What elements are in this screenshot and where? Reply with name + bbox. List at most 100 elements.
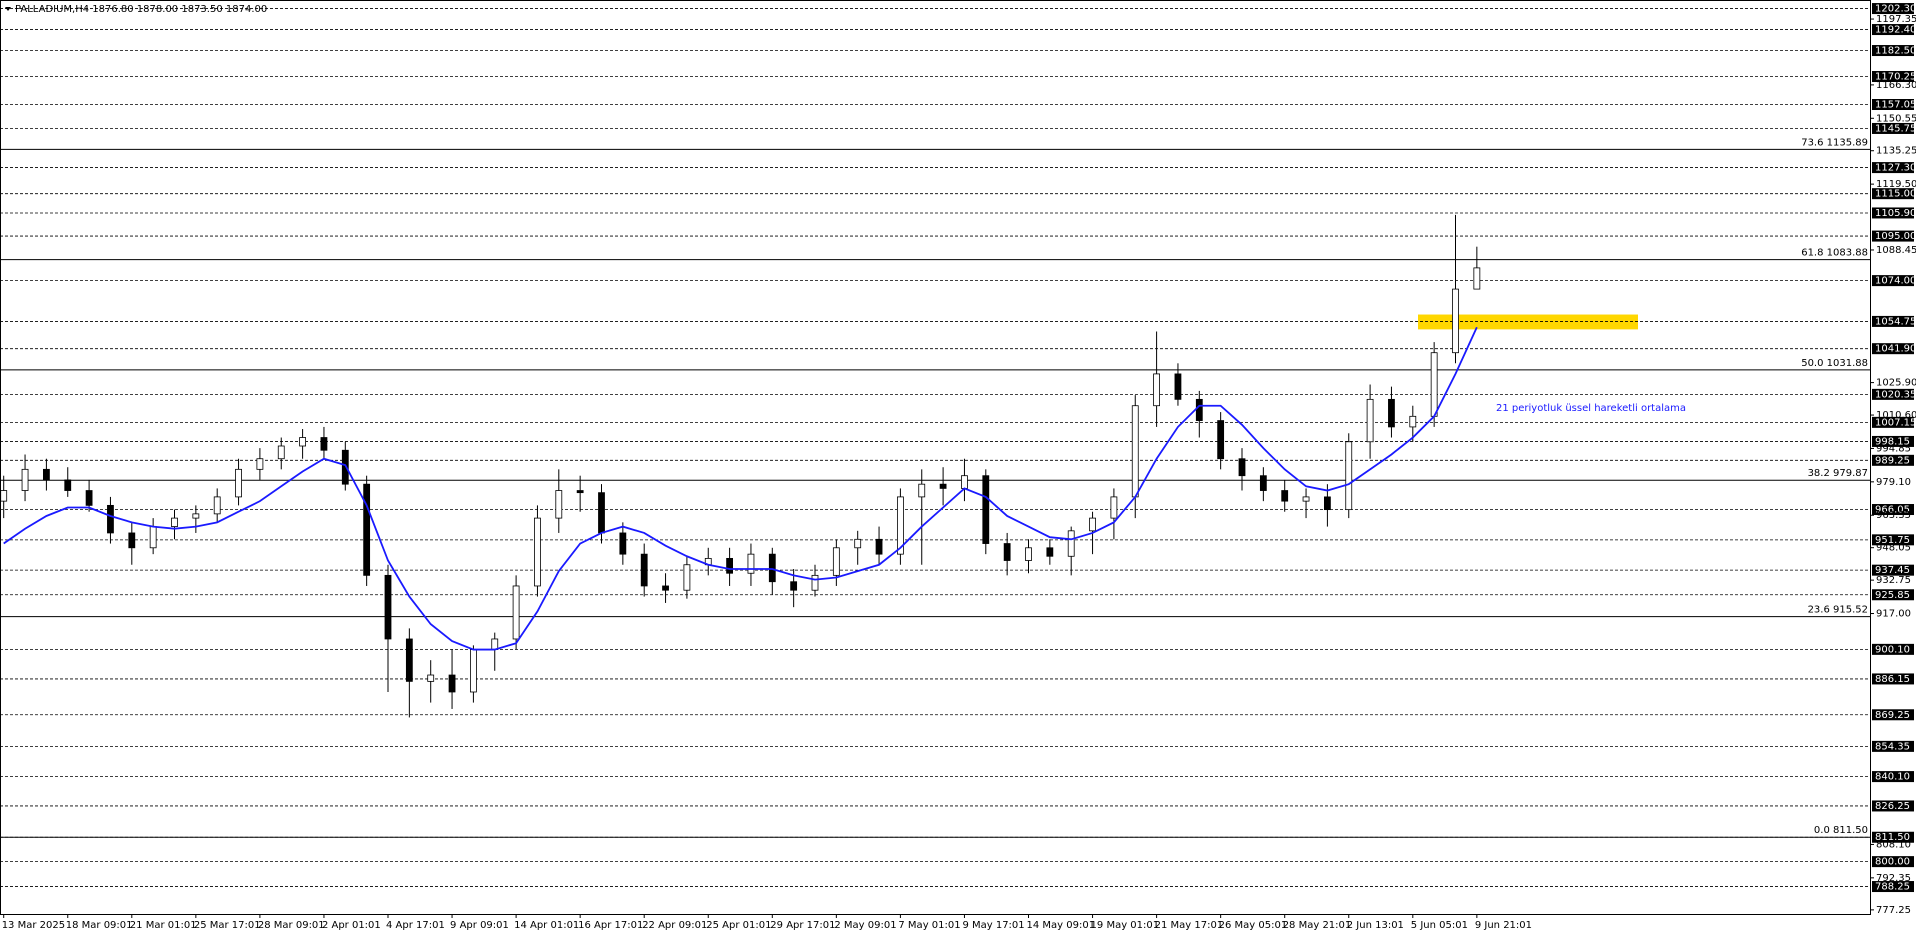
level-label-box [1872, 99, 1914, 111]
candle-body [213, 496, 221, 515]
x-tick-label: 16 Apr 17:01 [578, 920, 643, 931]
level-label: 1192.40 [1875, 25, 1916, 36]
candle-body [256, 458, 264, 470]
level-label: 937.45 [1875, 565, 1910, 576]
candle-body [405, 638, 413, 682]
fib-label: 61.8 1083.88 [1801, 248, 1868, 259]
y-tick-label: 963.35 [1876, 510, 1911, 521]
x-tick-label: 19 May 01:01 [1091, 920, 1160, 931]
level-label: 1105.90 [1875, 208, 1916, 219]
level-label: 788.25 [1875, 882, 1910, 893]
candle-body [683, 564, 691, 591]
level-label-box [1872, 122, 1914, 134]
y-tick-label: 1135.25 [1876, 146, 1916, 157]
level-label-box [1872, 24, 1914, 36]
candle-body [512, 585, 520, 640]
candle-body [811, 574, 819, 591]
y-tick-label: 948.05 [1876, 543, 1911, 554]
candle-body [149, 526, 157, 549]
fib-label: 50.0 1031.88 [1801, 358, 1868, 369]
x-tick-label: 28 May 21:01 [1283, 920, 1352, 931]
y-tick-label: 1119.50 [1876, 179, 1916, 190]
level-label-box [1872, 800, 1914, 812]
level-label: 989.25 [1875, 455, 1910, 466]
y-tick-label: 1166.30 [1876, 80, 1916, 91]
candle-body [961, 475, 968, 489]
candle-body [662, 585, 669, 591]
candle-body [85, 490, 93, 506]
y-tick-label: 1088.45 [1876, 245, 1916, 256]
level-label: 1074.00 [1875, 276, 1916, 287]
level-label-box [1872, 771, 1914, 783]
y-tick-label: 1197.35 [1876, 14, 1916, 25]
candle-body [1153, 373, 1160, 407]
candle-body [1366, 398, 1374, 443]
level-label: 1054.75 [1875, 316, 1916, 327]
level-label: 1202.30 [1875, 4, 1916, 15]
x-tick-label: 21 May 17:01 [1155, 920, 1224, 931]
y-tick-label: 808.10 [1876, 839, 1911, 850]
ema-line [3, 326, 1478, 651]
level-label-box [1872, 564, 1914, 576]
y-tick-label: 1025.90 [1876, 378, 1916, 389]
level-label-box [1872, 856, 1914, 868]
level-label: 811.50 [1875, 832, 1910, 843]
level-label-box [1872, 416, 1914, 428]
candle-body [1452, 288, 1459, 354]
fib-label: 23.6 915.52 [1808, 605, 1868, 616]
candle-body [897, 496, 904, 555]
candle-body [277, 445, 285, 460]
level-label-box [1872, 831, 1914, 843]
level-label-box [1872, 388, 1914, 400]
candle-body [576, 490, 584, 494]
candle-body [640, 553, 648, 587]
x-tick-label: 29 Apr 17:01 [770, 920, 835, 931]
candle-body [1025, 547, 1032, 561]
level-label: 951.75 [1875, 535, 1910, 546]
candle-body [448, 674, 456, 693]
candle-body [341, 449, 349, 485]
level-label: 1115.00 [1875, 189, 1916, 200]
candle-body [1195, 398, 1203, 421]
candle-body [1110, 496, 1118, 519]
x-tick-label: 9 Jun 21:01 [1475, 920, 1532, 931]
level-label: 1095.00 [1875, 231, 1916, 242]
y-tick-label: 979.10 [1876, 477, 1911, 488]
level-label-box [1872, 188, 1914, 200]
candle-body [875, 538, 883, 555]
candle-body [939, 483, 947, 489]
x-tick-label: 13 Mar 2025 [2, 920, 65, 931]
candle-body [299, 437, 307, 447]
level-label: 840.10 [1875, 772, 1910, 783]
candle-body [1067, 530, 1075, 557]
level-label: 800.00 [1875, 857, 1910, 868]
x-tick-label: 14 May 09:01 [1027, 920, 1096, 931]
level-label: 826.25 [1875, 801, 1910, 812]
candle-body [1174, 373, 1182, 400]
candle-body [1046, 547, 1054, 557]
candle-body [1345, 441, 1353, 511]
level-label-box [1872, 3, 1914, 15]
level-label-box [1872, 709, 1914, 721]
fib-label: 0.0 811.50 [1814, 825, 1868, 836]
x-tick-label: 21 Mar 01:01 [130, 920, 197, 931]
candle-body [854, 538, 862, 549]
candle-body [469, 649, 477, 693]
plot-frame [0, 0, 1871, 915]
candle-body [726, 557, 733, 574]
chart-title: PALLADIUM,H4 1876.80 1878.00 1873.50 187… [15, 4, 267, 15]
level-label: 854.35 [1875, 741, 1910, 752]
level-label-box [1872, 275, 1914, 287]
level-label: 1020.35 [1875, 389, 1916, 400]
candle-body [534, 517, 541, 587]
level-label-box [1872, 435, 1914, 447]
x-tick-label: 22 Apr 09:01 [642, 920, 707, 931]
y-tick-label: 1150.55 [1876, 113, 1916, 124]
candle-body [982, 475, 990, 544]
y-tick-label: 777.25 [1876, 905, 1911, 916]
candle-body [107, 504, 114, 534]
candle-body [555, 490, 563, 519]
candle-body [1409, 415, 1417, 428]
candle-body [0, 490, 8, 502]
